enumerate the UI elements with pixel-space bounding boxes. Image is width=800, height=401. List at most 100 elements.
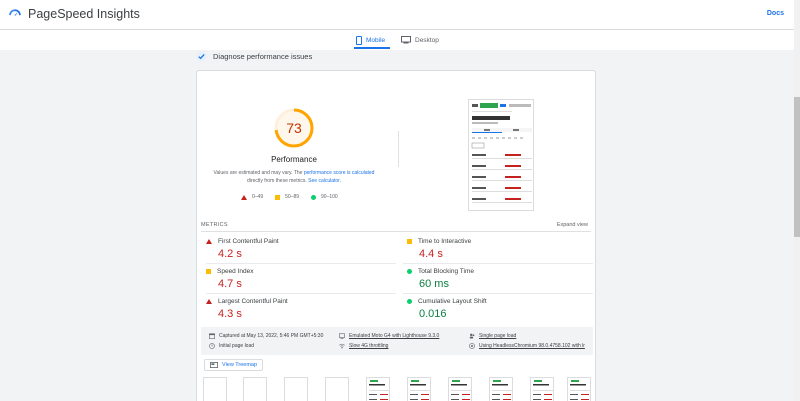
metric-name: Cumulative Layout Shift — [418, 298, 487, 305]
section-title: Diagnose performance issues — [213, 52, 313, 61]
scrollbar-thumb[interactable] — [794, 97, 800, 237]
metric-speed-index: Speed Index 4.7 s — [206, 268, 396, 290]
session-text[interactable]: Single page load — [479, 333, 517, 339]
pagespeed-logo-icon — [9, 9, 21, 16]
average-square-icon — [275, 194, 281, 200]
filmstrip-thumbnail — [570, 380, 590, 400]
session-type: Single page load — [469, 333, 516, 339]
docs-link[interactable]: Docs — [766, 10, 784, 17]
tab-mobile[interactable]: Mobile — [356, 33, 385, 47]
clock-icon — [209, 343, 215, 349]
legend-average: 50–89 — [275, 194, 299, 200]
poor-triangle-icon — [206, 299, 212, 304]
metric-value: 4.4 s — [419, 248, 443, 260]
throttling-text[interactable]: Slow 4G throttling — [349, 343, 389, 349]
metric-cls: Cumulative Layout Shift 0.016 — [407, 298, 597, 320]
page-scrollbar[interactable] — [794, 0, 800, 401]
desc-text-2: directly from these metrics. — [247, 178, 309, 184]
filmstrip-frame — [448, 377, 472, 401]
legend-average-label: 50–89 — [285, 194, 300, 200]
top-bar: PageSpeed Insights Docs — [0, 0, 794, 30]
initial-load: Initial page load — [209, 343, 254, 349]
metric-name: Largest Contentful Paint — [218, 298, 288, 305]
emulated-device: Emulated Moto G4 with Lighthouse 9.3.0 — [339, 333, 439, 339]
section-heading: Diagnose performance issues — [196, 51, 312, 62]
treemap-icon — [210, 362, 218, 368]
average-square-icon — [206, 269, 211, 274]
good-circle-icon — [407, 269, 412, 274]
good-circle-icon — [407, 299, 412, 304]
filmstrip-frame — [567, 377, 591, 401]
captured-time: Captured at May 13, 2022, 5:46 PM GMT+5:… — [209, 333, 323, 339]
metric-row-divider — [206, 293, 396, 294]
tab-desktop-label: Desktop — [415, 36, 439, 44]
metric-tti: Time to Interactive 4.4 s — [407, 238, 597, 260]
filmstrip-frame — [203, 377, 227, 401]
metric-fcp: First Contentful Paint 4.2 s — [206, 238, 396, 260]
performance-gauge — [274, 108, 314, 148]
vertical-divider — [398, 131, 399, 167]
report-card: 73 Performance Values are estimated and … — [196, 70, 596, 401]
run-info-panel: Captured at May 13, 2022, 5:46 PM GMT+5:… — [201, 327, 593, 355]
legend-good-label: 90–100 — [321, 194, 338, 200]
filmstrip-thumbnail — [492, 380, 512, 400]
score-legend: 0–49 50–89 90–100 — [241, 194, 338, 200]
filmstrip-frame — [407, 377, 431, 401]
legend-good: 90–100 — [311, 194, 338, 200]
legend-poor-label: 0–49 — [252, 194, 264, 200]
metric-row-divider — [206, 263, 396, 264]
device-tabs: Mobile Desktop — [0, 30, 794, 50]
legend-poor: 0–49 — [241, 194, 263, 200]
score-calc-link[interactable]: performance score is calculated — [303, 170, 375, 176]
metric-value: 4.7 s — [218, 278, 242, 290]
performance-description: Values are estimated and may vary. The p… — [209, 169, 379, 185]
filmstrip-thumbnail — [451, 380, 471, 400]
browser-info: Using HeadlessChromium 98.0.4758.102 wit… — [469, 343, 585, 349]
treemap-label: View Treemap — [222, 362, 258, 368]
chrome-icon — [469, 343, 475, 349]
filmstrip-thumbnail — [369, 380, 389, 400]
filmstrip-thumbnail — [410, 380, 430, 400]
metrics-heading: METRICS — [201, 222, 228, 228]
expand-view-toggle[interactable]: Expand view — [556, 222, 588, 228]
metric-name: First Contentful Paint — [218, 238, 279, 245]
metric-value: 4.2 s — [218, 248, 242, 260]
metric-name: Speed Index — [217, 268, 254, 275]
metric-tbt: Total Blocking Time 60 ms — [407, 268, 597, 290]
captured-text: Captured at May 13, 2022, 5:46 PM GMT+5:… — [219, 333, 324, 339]
brand[interactable]: PageSpeed Insights — [8, 7, 140, 21]
metric-value: 4.3 s — [218, 308, 242, 320]
active-tab-indicator — [354, 47, 390, 49]
filmstrip-frame — [366, 377, 390, 401]
metric-name: Time to Interactive — [418, 238, 472, 245]
mobile-icon — [356, 35, 362, 45]
metric-lcp: Largest Contentful Paint 4.3 s — [206, 298, 396, 320]
metric-name: Total Blocking Time — [418, 268, 474, 275]
desktop-icon — [401, 36, 411, 44]
view-treemap-button[interactable]: View Treemap — [204, 359, 264, 371]
calculator-link[interactable]: See calculator. — [308, 178, 341, 184]
device-text[interactable]: Emulated Moto G4 with Lighthouse 9.3.0 — [349, 333, 440, 339]
filmstrip-frame — [243, 377, 267, 401]
metric-value: 60 ms — [419, 278, 449, 290]
metric-value: 0.016 — [419, 308, 447, 320]
device-icon — [339, 333, 345, 339]
performance-title: Performance — [271, 155, 317, 164]
metric-row-divider — [403, 293, 593, 294]
filmstrip-frame — [530, 377, 554, 401]
average-square-icon — [407, 239, 412, 244]
wifi-icon — [339, 343, 345, 349]
poor-triangle-icon — [241, 194, 247, 200]
people-icon — [469, 333, 475, 339]
tab-desktop[interactable]: Desktop — [401, 33, 439, 47]
tab-mobile-label: Mobile — [366, 36, 386, 44]
page-screenshot-thumbnail — [468, 99, 534, 211]
metrics-divider — [201, 231, 591, 232]
network-throttling: Slow 4G throttling — [339, 343, 388, 349]
filmstrip-frame — [284, 377, 308, 401]
filmstrip-frame — [325, 377, 349, 401]
screenshot-image — [469, 100, 533, 210]
diagnose-icon — [196, 51, 207, 62]
app-title: PageSpeed Insights — [28, 7, 140, 21]
browser-text[interactable]: Using HeadlessChromium 98.0.4758.102 wit… — [479, 343, 585, 349]
